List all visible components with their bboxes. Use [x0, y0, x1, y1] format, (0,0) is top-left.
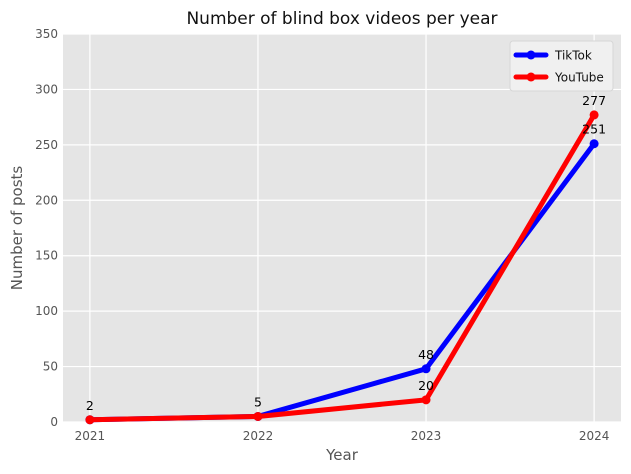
data-point: [253, 411, 263, 421]
data-point: [589, 139, 599, 149]
data-point: [589, 110, 599, 120]
data-label: 20: [418, 378, 434, 393]
data-point: [85, 415, 95, 425]
y-tick-label: 200: [35, 193, 58, 207]
x-axis-title: Year: [325, 446, 359, 464]
data-label: 48: [418, 347, 434, 362]
chart-title: Number of blind box videos per year: [186, 9, 497, 29]
grid-lines: [63, 33, 621, 423]
x-tick-label: 2024: [579, 429, 610, 443]
y-tick-label: 250: [35, 138, 58, 152]
legend-marker: [526, 72, 536, 82]
legend-label: TikTok: [554, 49, 592, 63]
x-axis-ticks: 2021 2022 2023 2024: [75, 429, 610, 443]
y-tick-label: 0: [50, 415, 58, 429]
data-point: [421, 364, 431, 374]
legend-label: YouTube: [554, 71, 604, 85]
x-tick-label: 2022: [243, 429, 274, 443]
legend: TikTok YouTube: [509, 40, 614, 92]
y-axis-title: Number of posts: [8, 166, 26, 291]
y-tick-label: 50: [43, 360, 58, 374]
legend-item-youtube: YouTube: [513, 71, 604, 85]
y-tick-label: 350: [35, 27, 58, 41]
y-tick-label: 100: [35, 304, 58, 318]
data-labels: 2 5 48 20 251 277: [86, 93, 606, 413]
x-tick-label: 2023: [411, 429, 442, 443]
data-label: 2: [86, 398, 94, 413]
y-tick-label: 150: [35, 249, 58, 263]
legend-marker: [526, 50, 536, 60]
y-axis-ticks: 0 50 100 150 200 250 300 350: [35, 27, 58, 429]
series-line: [87, 112, 597, 423]
legend-item-tiktok: TikTok: [513, 49, 592, 63]
data-point: [421, 395, 431, 405]
y-tick-label: 300: [35, 82, 58, 96]
series-layer: [85, 110, 599, 425]
plot-area: [63, 34, 621, 422]
data-label: 251: [582, 122, 606, 137]
data-label: 5: [254, 394, 262, 409]
x-tick-label: 2021: [75, 429, 106, 443]
data-label: 277: [582, 93, 606, 108]
series-youtube: [85, 110, 599, 425]
